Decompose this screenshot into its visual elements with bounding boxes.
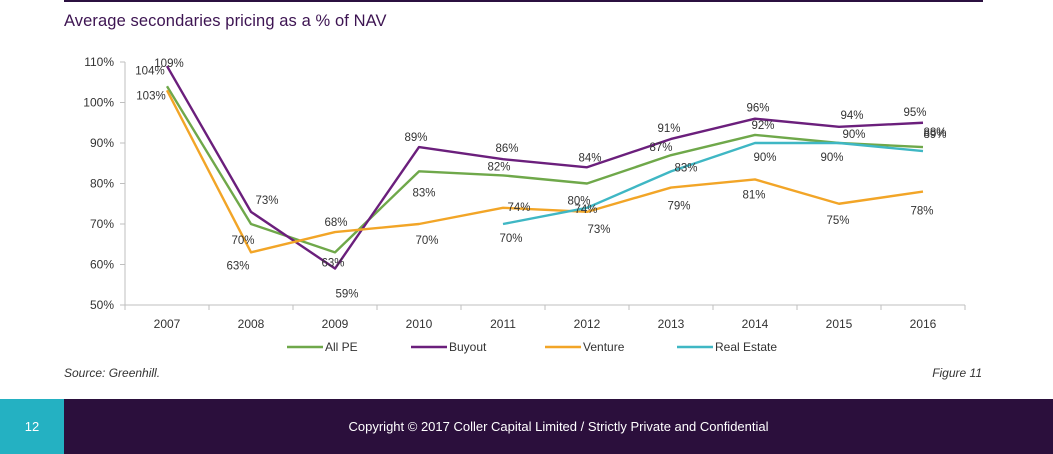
series-line-venture bbox=[165, 89, 924, 254]
data-label-real-estate: 90% bbox=[820, 152, 843, 164]
data-label-venture: 73% bbox=[587, 224, 610, 236]
series-line-all-pe bbox=[165, 85, 924, 254]
data-label-all-pe: 90% bbox=[842, 129, 865, 141]
data-label-venture: 75% bbox=[826, 215, 849, 227]
data-label-buyout: 109% bbox=[154, 58, 183, 70]
data-label-buyout: 86% bbox=[495, 143, 518, 155]
data-label-buyout: 84% bbox=[578, 152, 601, 164]
x-tick-label: 2008 bbox=[238, 317, 265, 331]
data-label-real-estate: 83% bbox=[674, 162, 697, 174]
chart-data-labels: 104% 70% 63% 83% 82% 80% 87% 92% 90% 89% 109% 73% 59… bbox=[135, 58, 946, 300]
data-label-venture: 63% bbox=[226, 260, 249, 272]
x-tick-label: 2011 bbox=[490, 317, 516, 331]
x-tick-label: 2013 bbox=[658, 317, 685, 331]
data-label-all-pe: 83% bbox=[412, 187, 435, 199]
data-label-all-pe: 92% bbox=[751, 120, 774, 132]
y-tick-label: 110% bbox=[84, 55, 114, 69]
footer-bar: 12 Copyright © 2017 Coller Capital Limit… bbox=[0, 399, 1053, 454]
data-label-all-pe: 104% bbox=[135, 65, 164, 77]
data-label-real-estate: 74% bbox=[574, 204, 597, 216]
y-tick-label: 60% bbox=[90, 258, 114, 272]
data-label-all-pe: 80% bbox=[567, 196, 590, 208]
data-label-all-pe: 87% bbox=[649, 142, 672, 154]
x-tick-label: 2012 bbox=[574, 317, 601, 331]
series-line-real-estate bbox=[502, 141, 924, 226]
y-tick-label: 70% bbox=[90, 217, 114, 231]
data-label-buyout: 59% bbox=[335, 289, 358, 301]
y-tick-label: 90% bbox=[90, 136, 114, 150]
data-label-venture: 70% bbox=[415, 235, 438, 247]
y-tick-label: 50% bbox=[90, 298, 114, 312]
chart-legend: All PE Buyout Venture Real Estate bbox=[287, 340, 777, 354]
data-label-venture: 78% bbox=[910, 206, 933, 218]
y-tick-label: 100% bbox=[83, 96, 114, 110]
x-tick-label: 2010 bbox=[406, 317, 433, 331]
x-tick-label: 2009 bbox=[322, 317, 349, 331]
data-label-venture: 103% bbox=[136, 90, 165, 102]
data-label-venture: 74% bbox=[507, 202, 530, 214]
data-label-real-estate: 70% bbox=[499, 233, 522, 245]
line-chart: 50% 60% 70% 80% 90% 100% 110% 2007 2008 2009 2010 2… bbox=[83, 55, 966, 354]
source-note: Source: Greenhill. bbox=[64, 366, 161, 380]
y-tick-label: 80% bbox=[90, 177, 114, 191]
chart-axes: 50% 60% 70% 80% 90% 100% 110% 2007 2008 2009 2010 2… bbox=[83, 55, 966, 331]
data-label-buyout: 91% bbox=[657, 123, 680, 135]
x-tick-label: 2014 bbox=[742, 317, 769, 331]
legend-label-venture: Venture bbox=[583, 340, 625, 354]
figure-label: Figure 11 bbox=[932, 366, 982, 380]
legend-label-all-pe: All PE bbox=[325, 340, 358, 354]
data-label-all-pe: 89% bbox=[923, 129, 946, 141]
legend-label-real-estate: Real Estate bbox=[715, 340, 777, 354]
data-label-real-estate: 88% bbox=[923, 127, 946, 139]
data-label-venture: 81% bbox=[742, 189, 765, 201]
x-tick-label: 2007 bbox=[154, 317, 181, 331]
top-rule bbox=[64, 0, 983, 2]
data-label-all-pe: 82% bbox=[487, 161, 510, 173]
x-tick-label: 2015 bbox=[826, 317, 853, 331]
legend-label-buyout: Buyout bbox=[449, 340, 487, 354]
copyright-text: Copyright © 2017 Coller Capital Limited … bbox=[348, 419, 769, 434]
chart-title: Average secondaries pricing as a % of NA… bbox=[64, 12, 387, 30]
data-label-buyout: 89% bbox=[404, 132, 427, 144]
x-tick-label: 2016 bbox=[910, 317, 937, 331]
data-label-buyout: 96% bbox=[746, 103, 769, 115]
data-label-buyout: 73% bbox=[255, 195, 278, 207]
data-label-real-estate: 90% bbox=[753, 152, 776, 164]
data-label-buyout: 95% bbox=[903, 107, 926, 119]
data-label-all-pe: 63% bbox=[321, 257, 344, 269]
data-label-venture: 79% bbox=[667, 201, 690, 213]
data-label-all-pe: 70% bbox=[231, 235, 254, 247]
chart-lines bbox=[165, 65, 924, 270]
data-label-buyout: 94% bbox=[840, 110, 863, 122]
series-line-buyout bbox=[165, 65, 924, 270]
page-number: 12 bbox=[0, 399, 64, 454]
data-label-venture: 68% bbox=[324, 217, 347, 229]
